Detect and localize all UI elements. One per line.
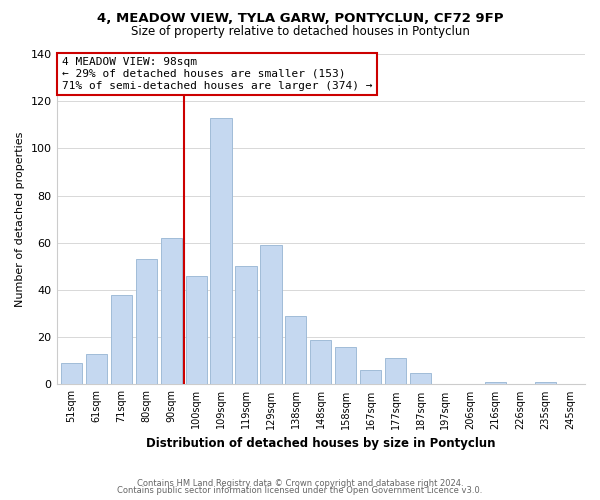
Text: 4, MEADOW VIEW, TYLA GARW, PONTYCLUN, CF72 9FP: 4, MEADOW VIEW, TYLA GARW, PONTYCLUN, CF… [97,12,503,26]
Bar [360,370,381,384]
Bar [235,266,257,384]
Bar [535,382,556,384]
Bar [335,346,356,385]
Bar [260,245,281,384]
Bar [111,294,132,384]
Bar [285,316,307,384]
Text: Contains public sector information licensed under the Open Government Licence v3: Contains public sector information licen… [118,486,482,495]
Bar [161,238,182,384]
Bar [485,382,506,384]
Bar [185,276,207,384]
Bar [86,354,107,384]
Bar [310,340,331,384]
Bar [211,118,232,384]
Text: Contains HM Land Registry data © Crown copyright and database right 2024.: Contains HM Land Registry data © Crown c… [137,478,463,488]
Bar [61,363,82,384]
Bar [410,372,431,384]
Bar [385,358,406,384]
Y-axis label: Number of detached properties: Number of detached properties [15,132,25,307]
X-axis label: Distribution of detached houses by size in Pontyclun: Distribution of detached houses by size … [146,437,496,450]
Text: Size of property relative to detached houses in Pontyclun: Size of property relative to detached ho… [131,25,469,38]
Text: 4 MEADOW VIEW: 98sqm
← 29% of detached houses are smaller (153)
71% of semi-deta: 4 MEADOW VIEW: 98sqm ← 29% of detached h… [62,58,373,90]
Bar [136,260,157,384]
